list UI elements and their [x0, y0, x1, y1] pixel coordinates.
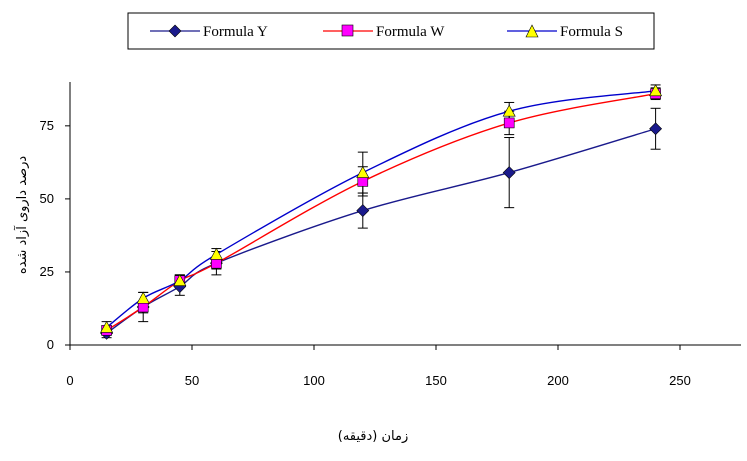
legend-label-formula-w: Formula W — [376, 24, 445, 40]
legend-marker-formula-w — [341, 24, 354, 37]
y-tick-label: 25 — [40, 264, 54, 279]
legend-label-formula-y: Formula Y — [203, 24, 268, 40]
data-point — [503, 117, 515, 129]
x-tick-label: 200 — [547, 373, 569, 388]
series-markers-formula-w — [101, 88, 661, 336]
y-axis-title: درصد داروی آزاد شده — [13, 156, 30, 274]
series-line-formula-y — [106, 128, 656, 334]
x-tick-label: 0 — [66, 373, 73, 388]
x-tick-label: 100 — [303, 373, 325, 388]
data-point — [136, 291, 150, 304]
error-bars-formula-w — [101, 87, 661, 336]
legend-marker-formula-y — [168, 24, 182, 38]
y-tick-label: 50 — [40, 191, 54, 206]
data-point — [356, 204, 370, 218]
x-tick-label: 250 — [669, 373, 691, 388]
series-markers-formula-y — [100, 122, 663, 340]
data-point — [502, 166, 516, 180]
x-axis-title: زمان (دقیقه) — [338, 429, 409, 444]
data-point — [209, 247, 223, 260]
data-point — [356, 165, 370, 178]
error-bars-formula-s — [101, 84, 661, 334]
legend-item-formula-w: Formula W — [323, 24, 445, 40]
series-layer — [100, 84, 663, 340]
legend-item-formula-s: Formula S — [507, 24, 623, 40]
legend-item-formula-y: Formula Y — [150, 24, 268, 40]
x-tick-label: 150 — [425, 373, 447, 388]
data-point — [100, 320, 114, 333]
legend-marker-formula-s — [525, 24, 539, 38]
legend-box — [127, 12, 655, 50]
x-tick-label: 50 — [185, 373, 199, 388]
y-tick-label: 75 — [40, 118, 54, 133]
data-point — [649, 84, 663, 97]
series-markers-formula-s — [100, 84, 663, 333]
legend-label-formula-s: Formula S — [560, 24, 623, 40]
axes: 0 50 100 150 200 250 0 25 50 75 — [40, 82, 741, 388]
data-point — [649, 122, 663, 136]
series-line-formula-s — [106, 90, 656, 329]
error-bars-formula-y — [101, 107, 661, 339]
series-line-formula-w — [106, 93, 656, 331]
legend: Formula Y Formula W Formula S — [127, 12, 655, 50]
data-point — [502, 104, 516, 117]
data-point — [173, 274, 187, 287]
y-tick-label: 0 — [47, 337, 54, 352]
